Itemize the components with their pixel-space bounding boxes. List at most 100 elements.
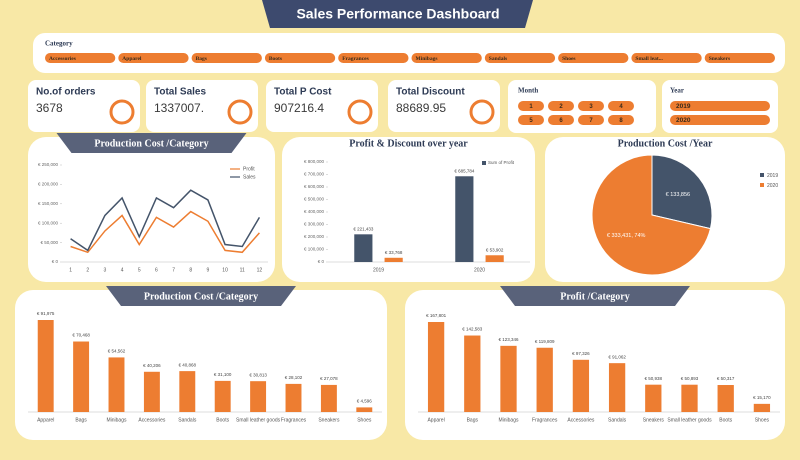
- x-tick-label: Fragrances: [532, 417, 558, 423]
- slicer-button[interactable]: [518, 115, 544, 125]
- slicer-item[interactable]: Accessories: [49, 56, 76, 62]
- chart-title: Profit /Category: [560, 291, 630, 302]
- slicer-button[interactable]: [548, 115, 574, 125]
- x-tick-label: Bags: [75, 417, 87, 423]
- value-label: € 119,809: [535, 339, 555, 344]
- value-label: € 54,562: [108, 349, 126, 354]
- kpi-value: 1337007.: [154, 101, 204, 115]
- slicer-item[interactable]: 5: [529, 118, 533, 124]
- slicer-button[interactable]: [558, 53, 629, 63]
- kpi-value: 907216.4: [274, 101, 324, 115]
- bar: [356, 407, 373, 412]
- bar: [608, 363, 626, 412]
- x-tick-label: Small leather goods: [667, 417, 712, 423]
- slicer-button[interactable]: [631, 53, 702, 63]
- value-label: € 40,868: [179, 362, 197, 367]
- slicer-button[interactable]: [411, 53, 482, 63]
- x-tick-label: 5: [138, 267, 141, 273]
- bar: [645, 384, 662, 412]
- line-series: [70, 189, 261, 252]
- slicer-item[interactable]: 2020: [676, 117, 691, 124]
- slicer-button[interactable]: [118, 53, 189, 63]
- value-label: € 30,813: [249, 372, 267, 377]
- bar: [485, 255, 504, 262]
- slicer-button[interactable]: [45, 53, 116, 63]
- slicer-item[interactable]: Bags: [196, 56, 207, 62]
- value-label: € 142,583: [462, 327, 483, 332]
- x-tick-label: Minibags: [498, 417, 519, 423]
- y-tick-label: € 400,000: [304, 209, 325, 214]
- slicer-item[interactable]: Sneakers: [709, 56, 730, 62]
- slicer-item[interactable]: Minibags: [416, 56, 438, 62]
- slicer-item[interactable]: Boots: [269, 56, 282, 62]
- slicer-button[interactable]: [704, 53, 775, 63]
- x-tick-label: 2019: [373, 267, 384, 273]
- slicer-item[interactable]: 7: [589, 118, 593, 124]
- slicer-title: Year: [670, 87, 684, 95]
- slicer-item[interactable]: 3: [589, 104, 593, 110]
- x-tick-label: Boots: [719, 417, 732, 423]
- slicer-item[interactable]: Shoes: [562, 56, 575, 62]
- y-tick-label: € 300,000: [304, 222, 325, 227]
- legend-swatch: [482, 161, 486, 165]
- slicer-item[interactable]: 2: [559, 104, 563, 110]
- line-series: [70, 210, 260, 254]
- x-tick-label: 10: [222, 267, 228, 273]
- slicer-item[interactable]: Sandals: [489, 56, 507, 62]
- slicer-button[interactable]: [670, 101, 770, 111]
- x-tick-label: 2: [86, 267, 89, 273]
- x-tick-label: 4: [121, 267, 124, 273]
- slicer-button[interactable]: [578, 101, 604, 111]
- slicer-item[interactable]: 1: [529, 104, 533, 110]
- y-tick-label: € 0: [52, 259, 59, 264]
- slicer-item[interactable]: 6: [559, 118, 563, 124]
- legend-label: 2020: [767, 183, 778, 189]
- bar: [753, 403, 771, 412]
- slicer-item[interactable]: 2019: [676, 103, 691, 110]
- bar: [179, 371, 196, 412]
- bar: [500, 345, 517, 412]
- value-label: € 4,596: [357, 399, 373, 404]
- x-tick-label: 7: [172, 267, 175, 273]
- slicer-button[interactable]: [670, 115, 770, 125]
- dashboard-title: Sales Performance Dashboard: [296, 6, 499, 22]
- x-tick-label: 1: [69, 267, 72, 273]
- x-tick-label: Sneakers: [643, 417, 665, 423]
- slicer-item[interactable]: 4: [619, 104, 623, 110]
- slicer-button[interactable]: [191, 53, 262, 63]
- slicer-button[interactable]: [548, 101, 574, 111]
- slicer-button[interactable]: [578, 115, 604, 125]
- slicer-button[interactable]: [338, 53, 409, 63]
- value-label: € 50,938: [645, 376, 663, 381]
- slicer-item[interactable]: Small leat...: [635, 56, 663, 62]
- x-tick-label: Accessories: [138, 417, 165, 423]
- slicer-button[interactable]: [608, 101, 634, 111]
- slicer-title: Category: [45, 40, 73, 48]
- bar: [37, 320, 54, 412]
- slicer-item[interactable]: Apparel: [122, 56, 142, 62]
- slicer-button[interactable]: [264, 53, 336, 63]
- bar: [143, 371, 160, 412]
- slicer-item[interactable]: 8: [619, 118, 623, 124]
- x-tick-label: Boots: [216, 417, 229, 423]
- bar: [681, 384, 698, 412]
- value-label: € 31,100: [214, 372, 232, 377]
- x-tick-label: 2020: [474, 267, 485, 273]
- slicer-item[interactable]: Fragrances: [342, 56, 369, 62]
- slicer-button[interactable]: [608, 115, 634, 125]
- y-tick-label: € 600,000: [304, 184, 325, 189]
- value-label: € 221,433: [353, 227, 374, 232]
- x-tick-label: Apparel: [427, 417, 444, 423]
- slicer-button[interactable]: [484, 53, 556, 63]
- y-tick-label: € 100,000: [304, 247, 325, 252]
- y-tick-label: € 150,000: [38, 201, 59, 206]
- title-banner: [262, 0, 533, 28]
- y-tick-label: € 250,000: [38, 162, 59, 167]
- slicer-button[interactable]: [518, 101, 544, 111]
- kpi-label: Total Discount: [396, 87, 465, 98]
- kpi-icon: [227, 99, 253, 125]
- bar: [354, 234, 373, 262]
- bar: [572, 359, 590, 412]
- x-tick-label: Sandals: [608, 417, 627, 423]
